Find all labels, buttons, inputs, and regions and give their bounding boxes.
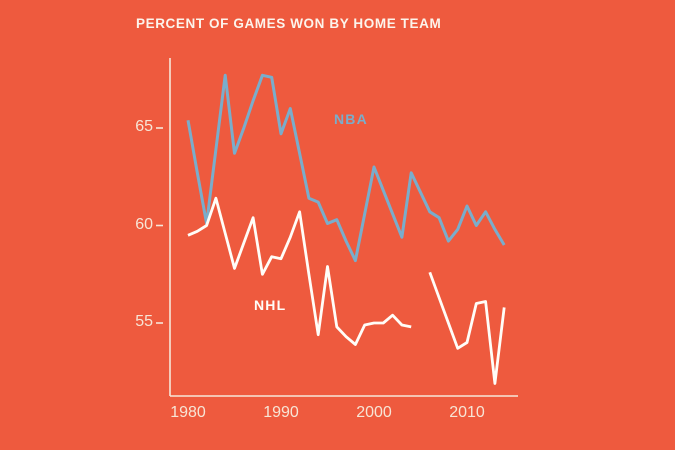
nhl-line — [187, 196, 412, 346]
x-axis-tick-label: 2000 — [356, 404, 392, 421]
nba-line — [186, 73, 506, 263]
x-axis-tick-label: 2010 — [449, 404, 485, 421]
chart-title: PERCENT OF GAMES WON BY HOME TEAM — [136, 16, 442, 31]
y-axis-tick-label: 55 — [135, 313, 153, 330]
y-axis-tick-label: 60 — [135, 216, 153, 233]
nhl-line — [428, 271, 506, 385]
y-axis-tick-label: 65 — [135, 118, 153, 135]
nba-series-label: NBA — [334, 111, 368, 127]
nhl-series-label: NHL — [254, 297, 287, 313]
x-axis-tick-label: 1990 — [263, 404, 299, 421]
x-axis-tick-label: 1980 — [170, 404, 206, 421]
